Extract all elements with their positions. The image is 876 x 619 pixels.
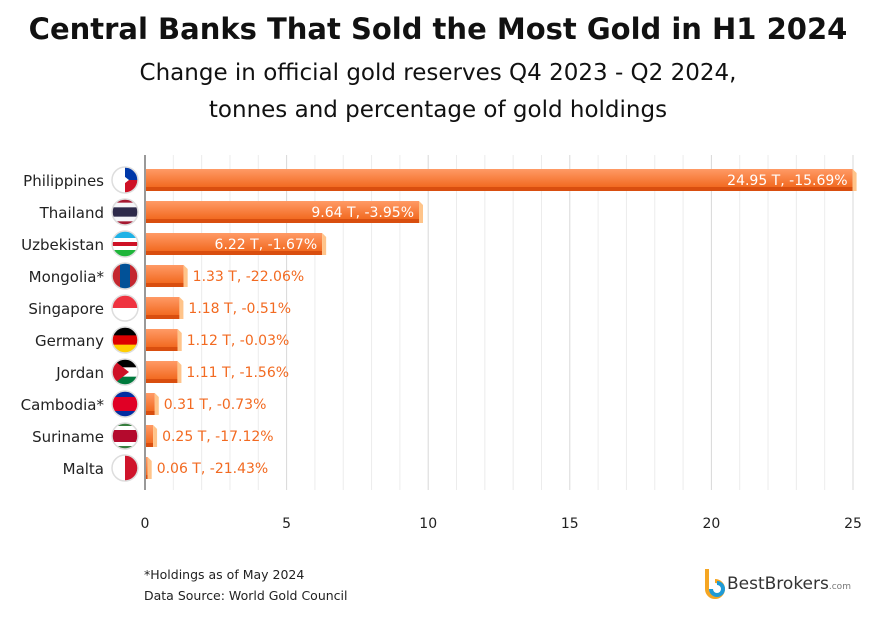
bar	[146, 233, 323, 251]
flag-icon-cambodia	[111, 390, 139, 418]
data-source: Data Source: World Gold Council	[144, 588, 348, 603]
data-label: 1.11 T, -1.56%	[186, 365, 289, 381]
bar-shadow	[146, 475, 148, 479]
category-label: Jordan	[55, 364, 104, 382]
bar	[146, 361, 178, 379]
bar-side	[322, 233, 327, 255]
bar-side	[147, 457, 152, 479]
flag-icon-suriname	[111, 422, 139, 450]
bar-side	[183, 265, 188, 287]
data-label: 6.22 T, -1.67%	[215, 237, 318, 253]
bar-side	[419, 201, 424, 223]
flag-icon-germany	[111, 326, 139, 354]
bar-shadow	[146, 411, 155, 415]
flag-icon-malta	[111, 454, 139, 482]
category-label: Mongolia*	[29, 268, 105, 286]
category-label: Thailand	[39, 204, 104, 222]
category-label: Singapore	[28, 300, 104, 318]
bar-shadow	[146, 219, 420, 223]
bar	[146, 169, 853, 187]
flag-icon-mongolia	[111, 262, 139, 290]
data-label: 0.31 T, -0.73%	[164, 397, 267, 413]
data-label: 0.06 T, -21.43%	[157, 461, 269, 477]
flag-icon-thailand	[111, 198, 139, 226]
bar	[146, 393, 155, 411]
category-label: Uzbekistan	[21, 236, 104, 254]
data-label: 9.64 T, -3.95%	[311, 205, 414, 221]
logo-suffix: .com	[828, 581, 851, 592]
logo-text: BestBrokers	[727, 574, 829, 594]
category-label: Cambodia*	[21, 396, 105, 414]
bar-shadow	[146, 283, 184, 287]
bar-side	[154, 393, 159, 415]
category-label: Philippines	[23, 172, 104, 190]
chart-title: Central Banks That Sold the Most Gold in…	[28, 12, 848, 46]
bar	[146, 425, 154, 443]
bar-side	[177, 361, 182, 383]
bar-shadow	[146, 315, 180, 319]
bar-shadow	[146, 443, 154, 447]
bar-shadow	[146, 251, 323, 255]
bar	[146, 201, 420, 219]
x-tick-label: 25	[844, 516, 862, 532]
category-label: Malta	[63, 460, 104, 478]
x-tick-label: 15	[561, 516, 579, 532]
bestbrokers-logo: BestBrokers .com	[703, 567, 851, 601]
x-tick-label: 0	[141, 516, 150, 532]
bar-shadow	[146, 187, 853, 191]
flag-icon-jordan	[111, 358, 139, 386]
bar-side	[177, 329, 182, 351]
category-label: Germany	[35, 332, 104, 350]
bar-side	[179, 297, 184, 319]
flag-icon-singapore	[111, 294, 139, 322]
data-label: 1.12 T, -0.03%	[187, 333, 290, 349]
chart-subtitle-line1: Change in official gold reserves Q4 2023…	[139, 60, 737, 86]
bar	[146, 265, 184, 283]
bar-side	[852, 169, 857, 191]
data-label: 1.33 T, -22.06%	[193, 269, 305, 285]
x-tick-label: 10	[419, 516, 437, 532]
logo-icon	[705, 569, 725, 599]
x-tick-label: 20	[702, 516, 720, 532]
bar-shadow	[146, 379, 178, 383]
category-label: Suriname	[32, 428, 104, 446]
x-tick-label: 5	[282, 516, 291, 532]
bar	[146, 297, 180, 315]
data-label: 24.95 T, -15.69%	[727, 173, 847, 189]
data-label: 0.25 T, -17.12%	[162, 429, 274, 445]
flag-icon-uzbekistan	[111, 230, 139, 258]
bar-side	[153, 425, 158, 447]
bar	[146, 329, 178, 347]
chart-subtitle-line2: tonnes and percentage of gold holdings	[208, 97, 668, 123]
footnote: *Holdings as of May 2024	[144, 567, 305, 582]
data-label: 1.18 T, -0.51%	[188, 301, 291, 317]
bar	[146, 457, 148, 475]
bar-shadow	[146, 347, 178, 351]
